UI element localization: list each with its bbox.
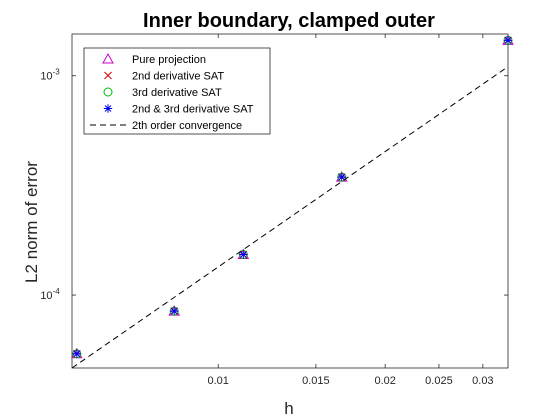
- data-point-3-4: [503, 36, 513, 45]
- data-point-3-0: [72, 349, 82, 358]
- reference-line: [71, 66, 509, 369]
- legend-box: [83, 47, 271, 135]
- legend-label-1: 2nd derivative SAT: [132, 71, 224, 83]
- data-point-3-1: [169, 306, 179, 316]
- legend-label-3: 2nd & 3rd derivative SAT: [132, 104, 254, 116]
- x-tick-label-4: 0.03: [472, 375, 493, 387]
- legend-swatch-1: [104, 71, 112, 80]
- x-tick-label-1: 0.015: [302, 375, 330, 387]
- y-tick-label-1: 10-3: [40, 68, 60, 83]
- series-4: [71, 66, 509, 369]
- x-tick-label-2: 0.02: [374, 375, 395, 387]
- y-axis-label: L2 norm of error: [22, 161, 41, 283]
- legend-swatch-2: [103, 87, 113, 97]
- legend-swatch-3: [103, 104, 113, 113]
- series-3: [72, 36, 513, 358]
- data-point-3-2: [239, 250, 248, 259]
- legend-label-0: Pure projection: [132, 54, 206, 66]
- data-marks: [70, 34, 514, 369]
- x-tick-label-3: 0.025: [425, 375, 453, 387]
- legend-swatch-0: [102, 52, 114, 64]
- legend-label-2: 3rd derivative SAT: [132, 87, 222, 99]
- chart-title: Inner boundary, clamped outer: [143, 10, 435, 32]
- x-axis-label: h: [284, 399, 293, 418]
- x-tick-label-0: 0.01: [208, 375, 229, 387]
- y-tick-label-0: 10-4: [40, 287, 60, 302]
- data-point-3-3: [337, 172, 346, 182]
- axis-ticks: 0.01 0.015 0.02 0.025 0.03 10-4 10-3: [40, 34, 508, 387]
- legend: Pure projection 2nd derivative SAT 3rd der…: [83, 47, 271, 135]
- legend-label-4: 2th order convergence: [132, 120, 242, 132]
